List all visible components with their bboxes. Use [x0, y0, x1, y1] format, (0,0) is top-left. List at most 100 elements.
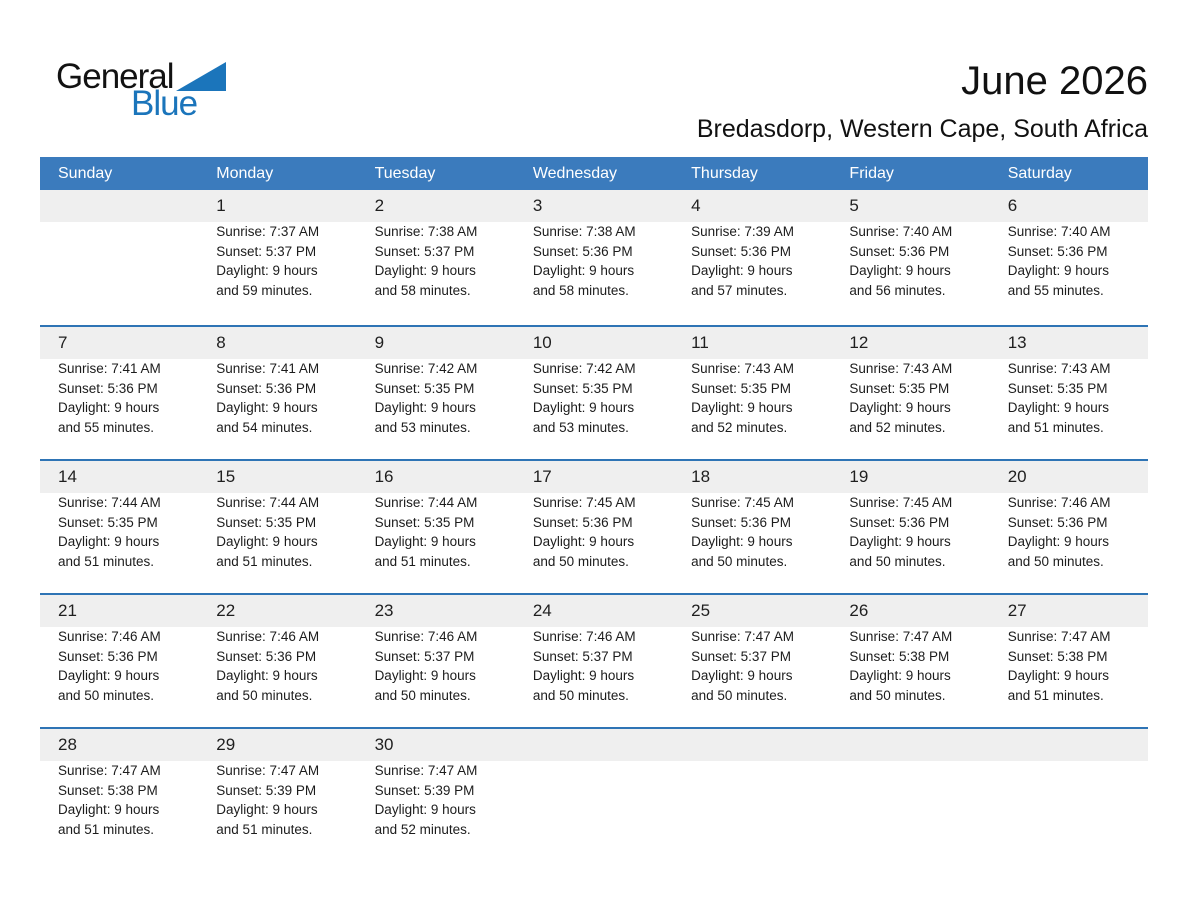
day-cell: 1 Sunrise: 7:37 AM Sunset: 5:37 PM Daylight…	[198, 190, 356, 325]
day-number	[533, 729, 667, 761]
day-cell: 19 Sunrise: 7:45 AM Sunset: 5:36 PM Dayligh…	[831, 461, 989, 593]
daylight-minutes-text: and 59 minutes.	[216, 282, 313, 298]
sunset-text: Sunset: 5:36 PM	[532, 243, 633, 259]
week-row: 28 Sunrise: 7:47 AM Sunset: 5:38 PM Dayligh…	[40, 727, 1148, 861]
daylight-hours-text: Daylight: 9 hours	[216, 400, 318, 415]
sunset-text: Sunset: 5:35 PM	[374, 380, 475, 396]
day-cell-empty	[515, 729, 673, 861]
daylight-minutes-text: and 51 minutes.	[58, 553, 155, 569]
daylight-hours-text: Daylight: 9 hours	[849, 668, 951, 683]
daylight-hours-text: Daylight: 9 hours	[849, 534, 951, 549]
day-cell-empty	[673, 729, 831, 861]
sunrise-text: Sunrise: 7:42 AM	[532, 361, 636, 376]
sunset-text: Sunset: 5:36 PM	[1007, 243, 1108, 259]
sunset-text: Sunset: 5:36 PM	[849, 514, 950, 530]
day-number: 24	[532, 601, 552, 620]
day-cell: 28 Sunrise: 7:47 AM Sunset: 5:38 PM Dayligh…	[40, 729, 198, 861]
daylight-minutes-text: and 51 minutes.	[374, 553, 471, 569]
daylight-minutes-text: and 53 minutes.	[532, 419, 629, 435]
day-cell: 9 Sunrise: 7:42 AM Sunset: 5:35 PM Daylight…	[357, 327, 515, 459]
sunrise-text: Sunrise: 7:41 AM	[58, 361, 161, 376]
daylight-minutes-text: and 58 minutes.	[374, 282, 471, 298]
page-title: June 2026	[961, 59, 1148, 103]
day-cell-empty	[40, 190, 198, 325]
daylight-minutes-text: and 53 minutes.	[374, 419, 471, 435]
daylight-hours-text: Daylight: 9 hours	[374, 400, 476, 415]
daylight-hours-text: Daylight: 9 hours	[1007, 400, 1110, 415]
daylight-hours-text: Daylight: 9 hours	[58, 802, 160, 817]
sunset-text: Sunset: 5:36 PM	[216, 648, 317, 664]
sunset-text: Sunset: 5:37 PM	[216, 243, 317, 259]
sunrise-text: Sunrise: 7:46 AM	[58, 629, 161, 644]
day-cell: 25 Sunrise: 7:47 AM Sunset: 5:37 PM Dayligh…	[673, 595, 831, 727]
sunset-text: Sunset: 5:37 PM	[532, 648, 633, 664]
sunrise-text: Sunrise: 7:43 AM	[849, 361, 953, 376]
daylight-hours-text: Daylight: 9 hours	[216, 263, 318, 278]
day-cell: 15 Sunrise: 7:44 AM Sunset: 5:35 PM Dayligh…	[198, 461, 356, 593]
day-number: 13	[1007, 333, 1027, 352]
daylight-hours-text: Daylight: 9 hours	[691, 534, 793, 549]
day-cell: 20 Sunrise: 7:46 AM Sunset: 5:36 PM Dayligh…	[990, 461, 1148, 593]
page-subtitle: Bredasdorp, Western Cape, South Africa	[696, 115, 1148, 143]
sunset-text: Sunset: 5:35 PM	[1007, 380, 1108, 396]
day-cell: 7 Sunrise: 7:41 AM Sunset: 5:36 PM Daylight…	[40, 327, 198, 459]
daylight-hours-text: Daylight: 9 hours	[849, 400, 951, 415]
daylight-hours-text: Daylight: 9 hours	[1007, 263, 1110, 278]
calendar-grid: Sunday Monday Tuesday Wednesday Thursday…	[40, 157, 1148, 861]
sunrise-text: Sunrise: 7:46 AM	[1007, 495, 1111, 510]
day-number: 17	[532, 467, 552, 486]
daylight-minutes-text: and 55 minutes.	[58, 419, 155, 435]
sunset-text: Sunset: 5:35 PM	[374, 514, 475, 530]
daylight-minutes-text: and 56 minutes.	[849, 282, 946, 298]
sunrise-text: Sunrise: 7:47 AM	[374, 763, 478, 778]
sunset-text: Sunset: 5:38 PM	[1007, 648, 1108, 664]
sunrise-text: Sunrise: 7:46 AM	[216, 629, 320, 644]
day-number: 19	[849, 467, 869, 486]
daylight-hours-text: Daylight: 9 hours	[216, 802, 318, 817]
sunrise-text: Sunrise: 7:46 AM	[374, 629, 478, 644]
daylight-minutes-text: and 51 minutes.	[216, 553, 313, 569]
day-cell: 3 Sunrise: 7:38 AM Sunset: 5:36 PM Daylight…	[515, 190, 673, 325]
sunrise-text: Sunrise: 7:47 AM	[1007, 629, 1111, 644]
sunrise-text: Sunrise: 7:44 AM	[374, 495, 478, 510]
daylight-hours-text: Daylight: 9 hours	[1007, 534, 1110, 549]
sunset-text: Sunset: 5:36 PM	[532, 514, 633, 530]
sunset-text: Sunset: 5:35 PM	[216, 514, 317, 530]
daylight-minutes-text: and 51 minutes.	[58, 821, 155, 837]
sunset-text: Sunset: 5:36 PM	[849, 243, 950, 259]
day-number: 6	[1007, 196, 1018, 215]
sunset-text: Sunset: 5:36 PM	[691, 514, 791, 530]
weekday-sunday: Sunday	[58, 165, 113, 182]
daylight-minutes-text: and 50 minutes.	[216, 687, 313, 703]
daylight-minutes-text: and 50 minutes.	[691, 687, 788, 703]
day-cell: 29 Sunrise: 7:47 AM Sunset: 5:39 PM Dayligh…	[198, 729, 356, 861]
sunset-text: Sunset: 5:36 PM	[58, 648, 158, 664]
daylight-hours-text: Daylight: 9 hours	[1007, 668, 1110, 683]
sunrise-text: Sunrise: 7:45 AM	[849, 495, 953, 510]
daylight-minutes-text: and 58 minutes.	[532, 282, 629, 298]
daylight-hours-text: Daylight: 9 hours	[58, 668, 160, 683]
day-number: 18	[691, 467, 711, 486]
day-number: 2	[374, 196, 385, 215]
sunrise-text: Sunrise: 7:37 AM	[216, 224, 320, 239]
logo-text-general: General	[56, 57, 175, 96]
sunrise-text: Sunrise: 7:45 AM	[532, 495, 636, 510]
day-cell: 13 Sunrise: 7:43 AM Sunset: 5:35 PM Dayligh…	[990, 327, 1148, 459]
weekday-friday: Friday	[849, 165, 894, 182]
sunset-text: Sunset: 5:38 PM	[58, 782, 158, 798]
daylight-hours-text: Daylight: 9 hours	[58, 400, 160, 415]
day-cell: 11 Sunrise: 7:43 AM Sunset: 5:35 PM Dayligh…	[673, 327, 831, 459]
daylight-hours-text: Daylight: 9 hours	[216, 668, 318, 683]
week-row: 7 Sunrise: 7:41 AM Sunset: 5:36 PM Daylight…	[40, 325, 1148, 459]
daylight-hours-text: Daylight: 9 hours	[58, 534, 160, 549]
daylight-minutes-text: and 50 minutes.	[1007, 553, 1104, 569]
day-number: 30	[374, 735, 394, 754]
daylight-minutes-text: and 50 minutes.	[849, 553, 946, 569]
day-number: 15	[216, 467, 236, 486]
day-number: 20	[1007, 467, 1027, 486]
daylight-minutes-text: and 50 minutes.	[532, 553, 629, 569]
sunrise-text: Sunrise: 7:42 AM	[374, 361, 478, 376]
sunset-text: Sunset: 5:36 PM	[1007, 514, 1108, 530]
day-number	[691, 729, 825, 761]
daylight-minutes-text: and 51 minutes.	[216, 821, 313, 837]
